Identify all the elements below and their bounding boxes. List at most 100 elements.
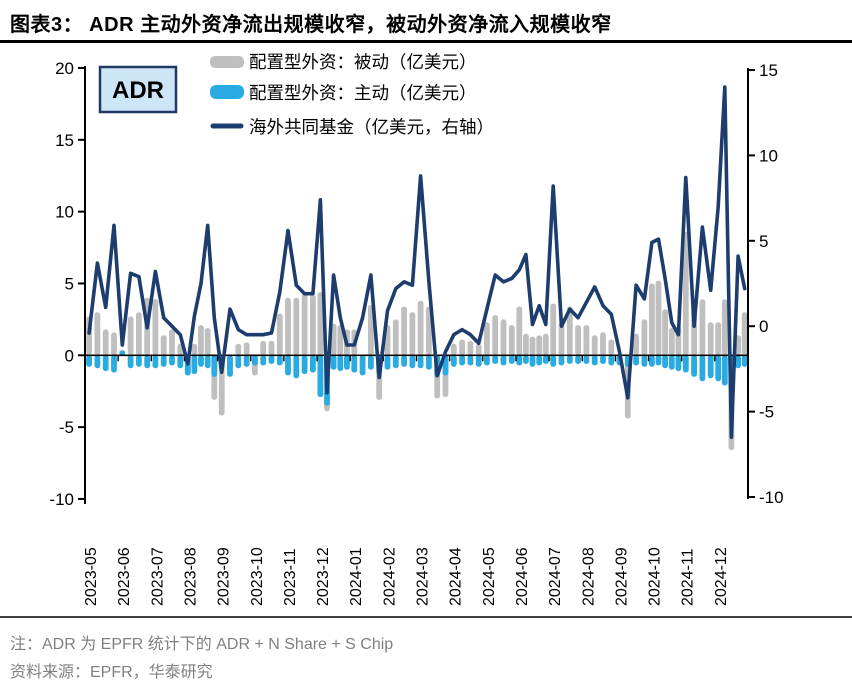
active-bar <box>344 355 350 370</box>
adr-badge-label: ADR <box>112 77 164 104</box>
active-bar <box>268 355 275 364</box>
active-bar <box>243 355 250 367</box>
active-bar <box>359 355 366 376</box>
active-bar <box>401 355 407 367</box>
active-bar <box>417 355 424 369</box>
active-bar <box>152 355 159 369</box>
active-bar <box>542 355 549 364</box>
passive-bar <box>600 332 606 356</box>
passive-bar <box>136 312 142 356</box>
passive-bar <box>235 343 242 356</box>
active-bar <box>177 355 184 369</box>
passive-bar <box>649 283 655 356</box>
passive-bar <box>641 319 648 356</box>
active-bar <box>368 355 374 370</box>
active-bar <box>426 355 432 370</box>
active-bar <box>459 355 465 366</box>
active-bar <box>467 355 474 366</box>
chart-canvas: 20 15 10 5 0 -5 -10 15 10 5 0 -5 -10 2023-05 2023-06 20… <box>49 52 784 606</box>
active-bar <box>558 355 565 366</box>
left-axis-label: 5 <box>65 274 74 293</box>
passive-bar <box>127 316 134 356</box>
passive-bar <box>198 325 204 356</box>
passive-bar <box>317 292 324 356</box>
passive-bar <box>508 325 515 356</box>
passive-bar <box>285 297 291 356</box>
passive-bar <box>260 340 267 356</box>
passive-bar <box>633 333 639 356</box>
passive-bar <box>276 313 283 356</box>
active-bar <box>127 355 134 369</box>
active-bar <box>633 355 639 366</box>
x-axis-month-label: 2023-09 <box>216 547 233 606</box>
active-bar <box>351 355 358 373</box>
passive-bar <box>459 339 465 356</box>
title-divider <box>0 40 852 43</box>
x-axis-month-label: 2024-11 <box>680 548 697 606</box>
passive-bar <box>152 299 159 356</box>
active-bar <box>682 355 689 373</box>
active-bar <box>675 355 682 372</box>
passive-bar <box>668 328 675 356</box>
active-bar <box>337 355 344 372</box>
active-bar <box>160 355 167 367</box>
active-bar <box>500 355 507 366</box>
passive-bar <box>608 339 615 356</box>
legend-swatch-passive <box>210 56 244 68</box>
passive-bar <box>450 343 457 356</box>
x-axis-month-label: 2024-10 <box>647 547 664 606</box>
passive-bar <box>401 306 407 356</box>
active-bar <box>102 355 109 372</box>
passive-bar <box>204 328 211 356</box>
passive-bar <box>558 322 565 356</box>
passive-bar <box>243 342 250 356</box>
active-bar <box>735 355 741 369</box>
passive-bar <box>191 343 198 356</box>
footer-divider <box>0 616 852 618</box>
active-bar <box>583 355 590 364</box>
active-bar <box>260 355 267 366</box>
x-axis-month-label: 2023-07 <box>149 547 166 606</box>
active-bar <box>516 355 523 366</box>
passive-bar <box>169 329 175 356</box>
x-axis-month-label: 2023-08 <box>182 547 199 606</box>
x-axis-month-label: 2024-04 <box>448 547 465 606</box>
active-bar <box>662 355 668 369</box>
passive-bar <box>492 315 499 356</box>
passive-bar <box>583 325 590 356</box>
chart-note: 注：ADR 为 EPFR 统计下的 ADR + N Share + S Chip <box>10 636 394 653</box>
active-bar <box>111 355 117 373</box>
active-bar <box>649 355 655 367</box>
passive-bar <box>536 335 543 356</box>
passive-bar <box>268 340 275 356</box>
active-bar <box>608 355 615 366</box>
x-axis-month-label: 2024-03 <box>415 547 432 606</box>
right-axis-label: -10 <box>759 488 784 507</box>
active-bar <box>523 355 529 364</box>
passive-bar <box>392 319 399 356</box>
active-bar <box>144 355 151 369</box>
x-axis-month-label: 2024-06 <box>514 547 531 606</box>
active-bar <box>119 351 126 356</box>
active-bar <box>285 355 291 376</box>
active-bar <box>330 355 337 370</box>
x-axis-month-label: 2024-05 <box>481 547 498 606</box>
passive-bar <box>715 322 722 356</box>
passive-bar <box>160 335 167 356</box>
left-axis-label: 20 <box>55 59 74 78</box>
left-axis-label: 0 <box>65 346 74 365</box>
active-bar <box>721 355 728 386</box>
active-bar <box>198 355 204 367</box>
chart-source: 资料来源：EPFR，华泰研究 <box>10 664 213 681</box>
passive-bar <box>475 343 482 356</box>
active-bar <box>668 355 675 370</box>
right-axis-label: 15 <box>759 61 778 80</box>
passive-bar <box>426 306 432 356</box>
right-axis-label: 5 <box>759 232 768 251</box>
active-bar <box>550 355 557 367</box>
passive-bar <box>417 300 424 356</box>
active-bar <box>699 355 706 382</box>
active-bar <box>227 355 233 377</box>
active-bar <box>392 355 399 369</box>
passive-bar <box>301 293 308 356</box>
